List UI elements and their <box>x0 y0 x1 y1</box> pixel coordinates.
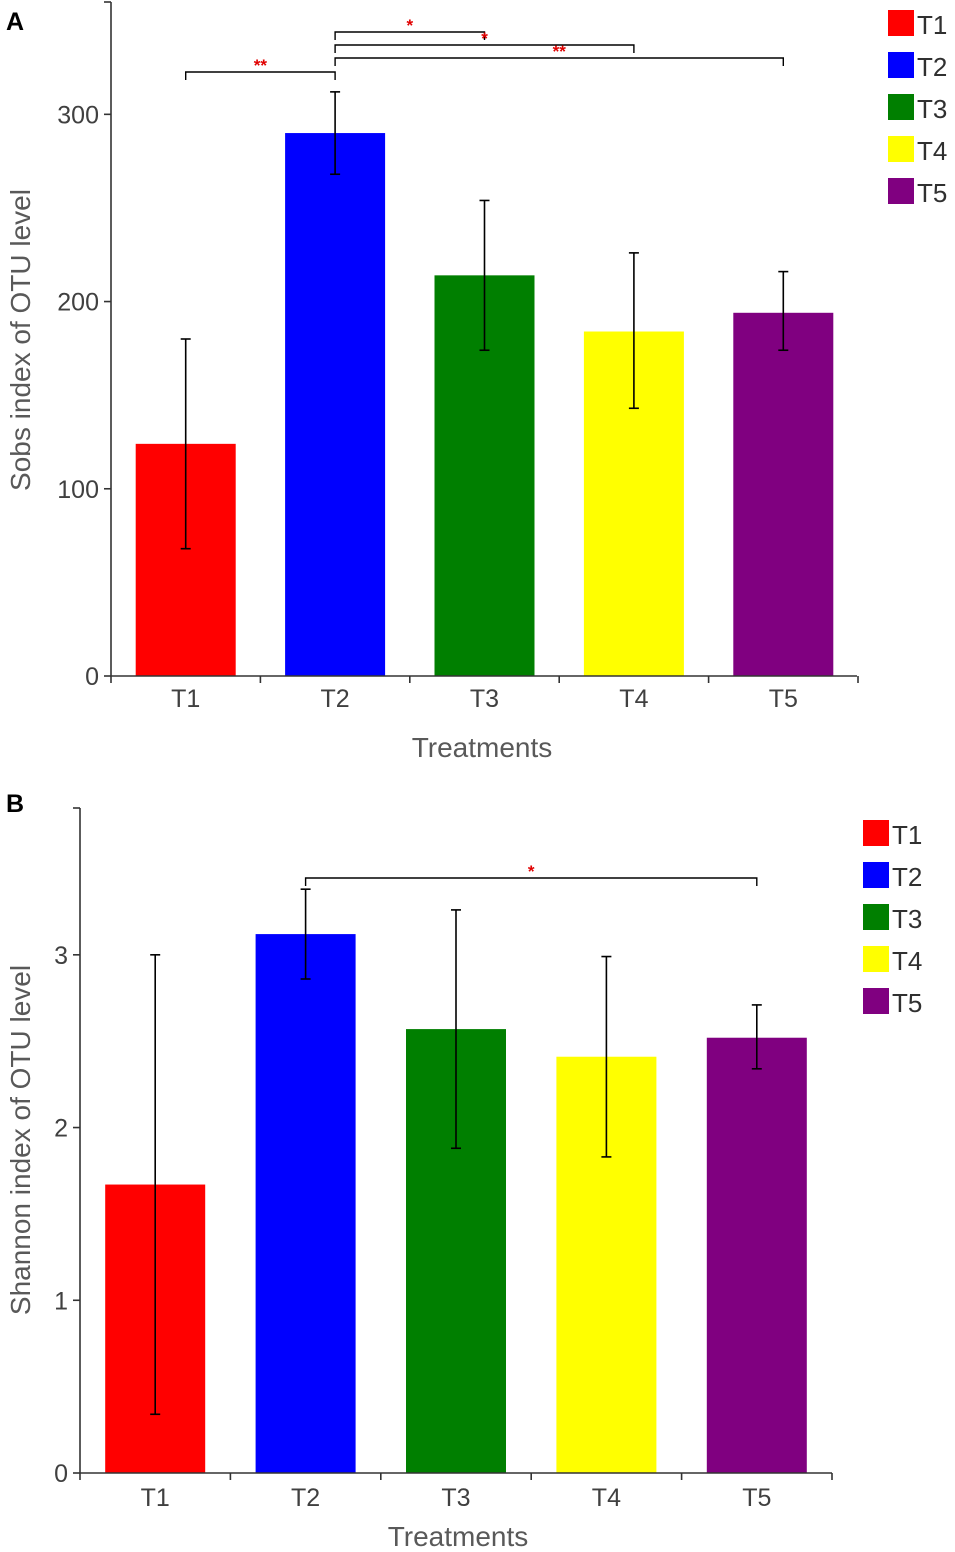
panel-b-x-tick-label-t3: T3 <box>441 1484 470 1512</box>
panel-a-legend-swatch-t5 <box>888 178 914 204</box>
panel-a-error-bar-t2 <box>330 91 341 176</box>
panel-b-bar-t5 <box>706 1037 807 1473</box>
panel-a-significance-bracket-1 <box>334 31 486 40</box>
panel-a-legend-label-t1: T1 <box>917 10 947 40</box>
panel-a-significance-t2-t5 <box>334 57 784 66</box>
panel-b-legend-swatch-t3 <box>863 904 889 930</box>
panel-a-x-tick-label-t4: T4 <box>619 685 648 713</box>
panel-a-legend-label-t2: T2 <box>917 52 947 82</box>
panel-b-y-tick-label-3: 3 <box>54 942 68 970</box>
panel-a-error-bar-t1 <box>180 338 191 550</box>
panel-b-y-tick-label-1: 1 <box>54 1287 68 1315</box>
panel-a-legend-swatch-t2 <box>888 52 914 78</box>
panel-b-label: B <box>6 790 24 818</box>
panel-b-significance-bracket-0 <box>304 877 758 886</box>
panel-a-y-tick-label-0: 0 <box>85 663 99 691</box>
panel-b: B * 0 1 2 3 T1 T2 T3 T4 T5 Treatments Shannon in… <box>5 790 922 1552</box>
panel-b-error-bars <box>150 888 762 1416</box>
panel-b-bar-t2 <box>255 934 356 1473</box>
panel-a-label: A <box>6 8 24 36</box>
panel-b-x-tick-label-t1: T1 <box>141 1484 170 1512</box>
panel-a-significance-bracket-2 <box>334 44 635 53</box>
panel-b-legend-swatch-t5 <box>863 988 889 1014</box>
panel-a-x-tick-label-t5: T5 <box>769 685 798 713</box>
panel-a-legend-swatch-t3 <box>888 94 914 120</box>
panel-b-legend-swatch-t1 <box>863 820 889 846</box>
panel-b-x-tick-label-t5: T5 <box>742 1484 771 1512</box>
panel-a-significance-brackets: ****** <box>185 16 784 80</box>
panel-b-error-bar-t2 <box>300 888 311 980</box>
panel-b-legend-swatch-t4 <box>863 946 889 972</box>
panel-b-error-bar-t4 <box>601 955 612 1158</box>
panel-b-legend-label-t1: T1 <box>892 820 922 850</box>
panel-b-y-tick-label-0: 0 <box>54 1460 68 1488</box>
panel-a-significance-bracket-0 <box>185 71 336 80</box>
panel-a-error-bar-t4 <box>628 252 639 410</box>
panel-a-axes: 0 100 200 300 T1 T2 T3 T4 T5 <box>57 1 859 713</box>
panel-a-y-tick-label-200: 200 <box>57 289 99 317</box>
panel-a-bar-t5 <box>733 312 834 676</box>
panel-b-legend-label-t3: T3 <box>892 904 922 934</box>
panel-a-y-tick-label-300: 300 <box>57 101 99 129</box>
panel-a-legend-label-t4: T4 <box>917 136 947 166</box>
panel-a-error-bars <box>180 91 789 550</box>
panel-a-y-tick-label-100: 100 <box>57 476 99 504</box>
panel-b-y-axis-title: Shannon index of OTU level <box>5 965 36 1315</box>
panel-a-x-tick-label-t1: T1 <box>171 685 200 713</box>
panel-b-legend: T1 T2 T3 T4 T5 <box>863 820 922 1018</box>
panel-a-x-tick-label-t3: T3 <box>470 685 499 713</box>
panel-b-y-tick-label-2: 2 <box>54 1115 68 1143</box>
panel-a-significance-t2-t4 <box>334 44 635 53</box>
panel-b-x-tick-label-t4: T4 <box>592 1484 621 1512</box>
panel-a-significance-label-0: ** <box>254 56 268 75</box>
panel-b-x-axis-title: Treatments <box>388 1521 529 1552</box>
panel-a-x-tick-label-t2: T2 <box>321 685 350 713</box>
panel-b-legend-label-t5: T5 <box>892 988 922 1018</box>
panel-a-significance-label-3: ** <box>553 42 567 61</box>
panel-a-legend-swatch-t4 <box>888 136 914 162</box>
panel-a-error-bar-t3 <box>479 199 490 352</box>
panel-b-significance-label-0: * <box>528 862 535 881</box>
panel-b-x-tick-label-t2: T2 <box>291 1484 320 1512</box>
panel-a-significance-label-1: * <box>406 16 413 35</box>
panel-a-significance-label-2: * <box>481 29 488 48</box>
panel-a-significance-bracket-3 <box>334 57 784 66</box>
panel-a-x-axis-title: Treatments <box>412 732 553 763</box>
panel-a-significance-t2-t3 <box>334 31 486 40</box>
panel-a-legend: T1 T2 T3 T4 T5 <box>888 10 947 208</box>
panel-b-error-bar-t1 <box>150 954 161 1416</box>
panel-a-legend-label-t3: T3 <box>917 94 947 124</box>
panel-a-legend-label-t5: T5 <box>917 178 947 208</box>
panel-a-y-axis-title: Sobs index of OTU level <box>5 189 36 491</box>
panel-a-significance-t1-t2 <box>185 71 336 80</box>
panel-b-significance-brackets: * <box>304 862 758 886</box>
panel-a-legend-swatch-t1 <box>888 10 914 36</box>
panel-a-bar-t2 <box>285 133 386 677</box>
panel-a-error-bar-t5 <box>778 270 789 352</box>
panel-b-legend-swatch-t2 <box>863 862 889 888</box>
panel-b-error-bar-t5 <box>751 1004 762 1070</box>
panel-b-legend-label-t2: T2 <box>892 862 922 892</box>
panel-b-error-bar-t3 <box>451 909 461 1150</box>
panel-b-axes: 0 1 2 3 T1 T2 T3 T4 T5 <box>54 807 833 1512</box>
panel-b-legend-label-t4: T4 <box>892 946 922 976</box>
panel-b-significance-t2-t5 <box>304 877 758 886</box>
